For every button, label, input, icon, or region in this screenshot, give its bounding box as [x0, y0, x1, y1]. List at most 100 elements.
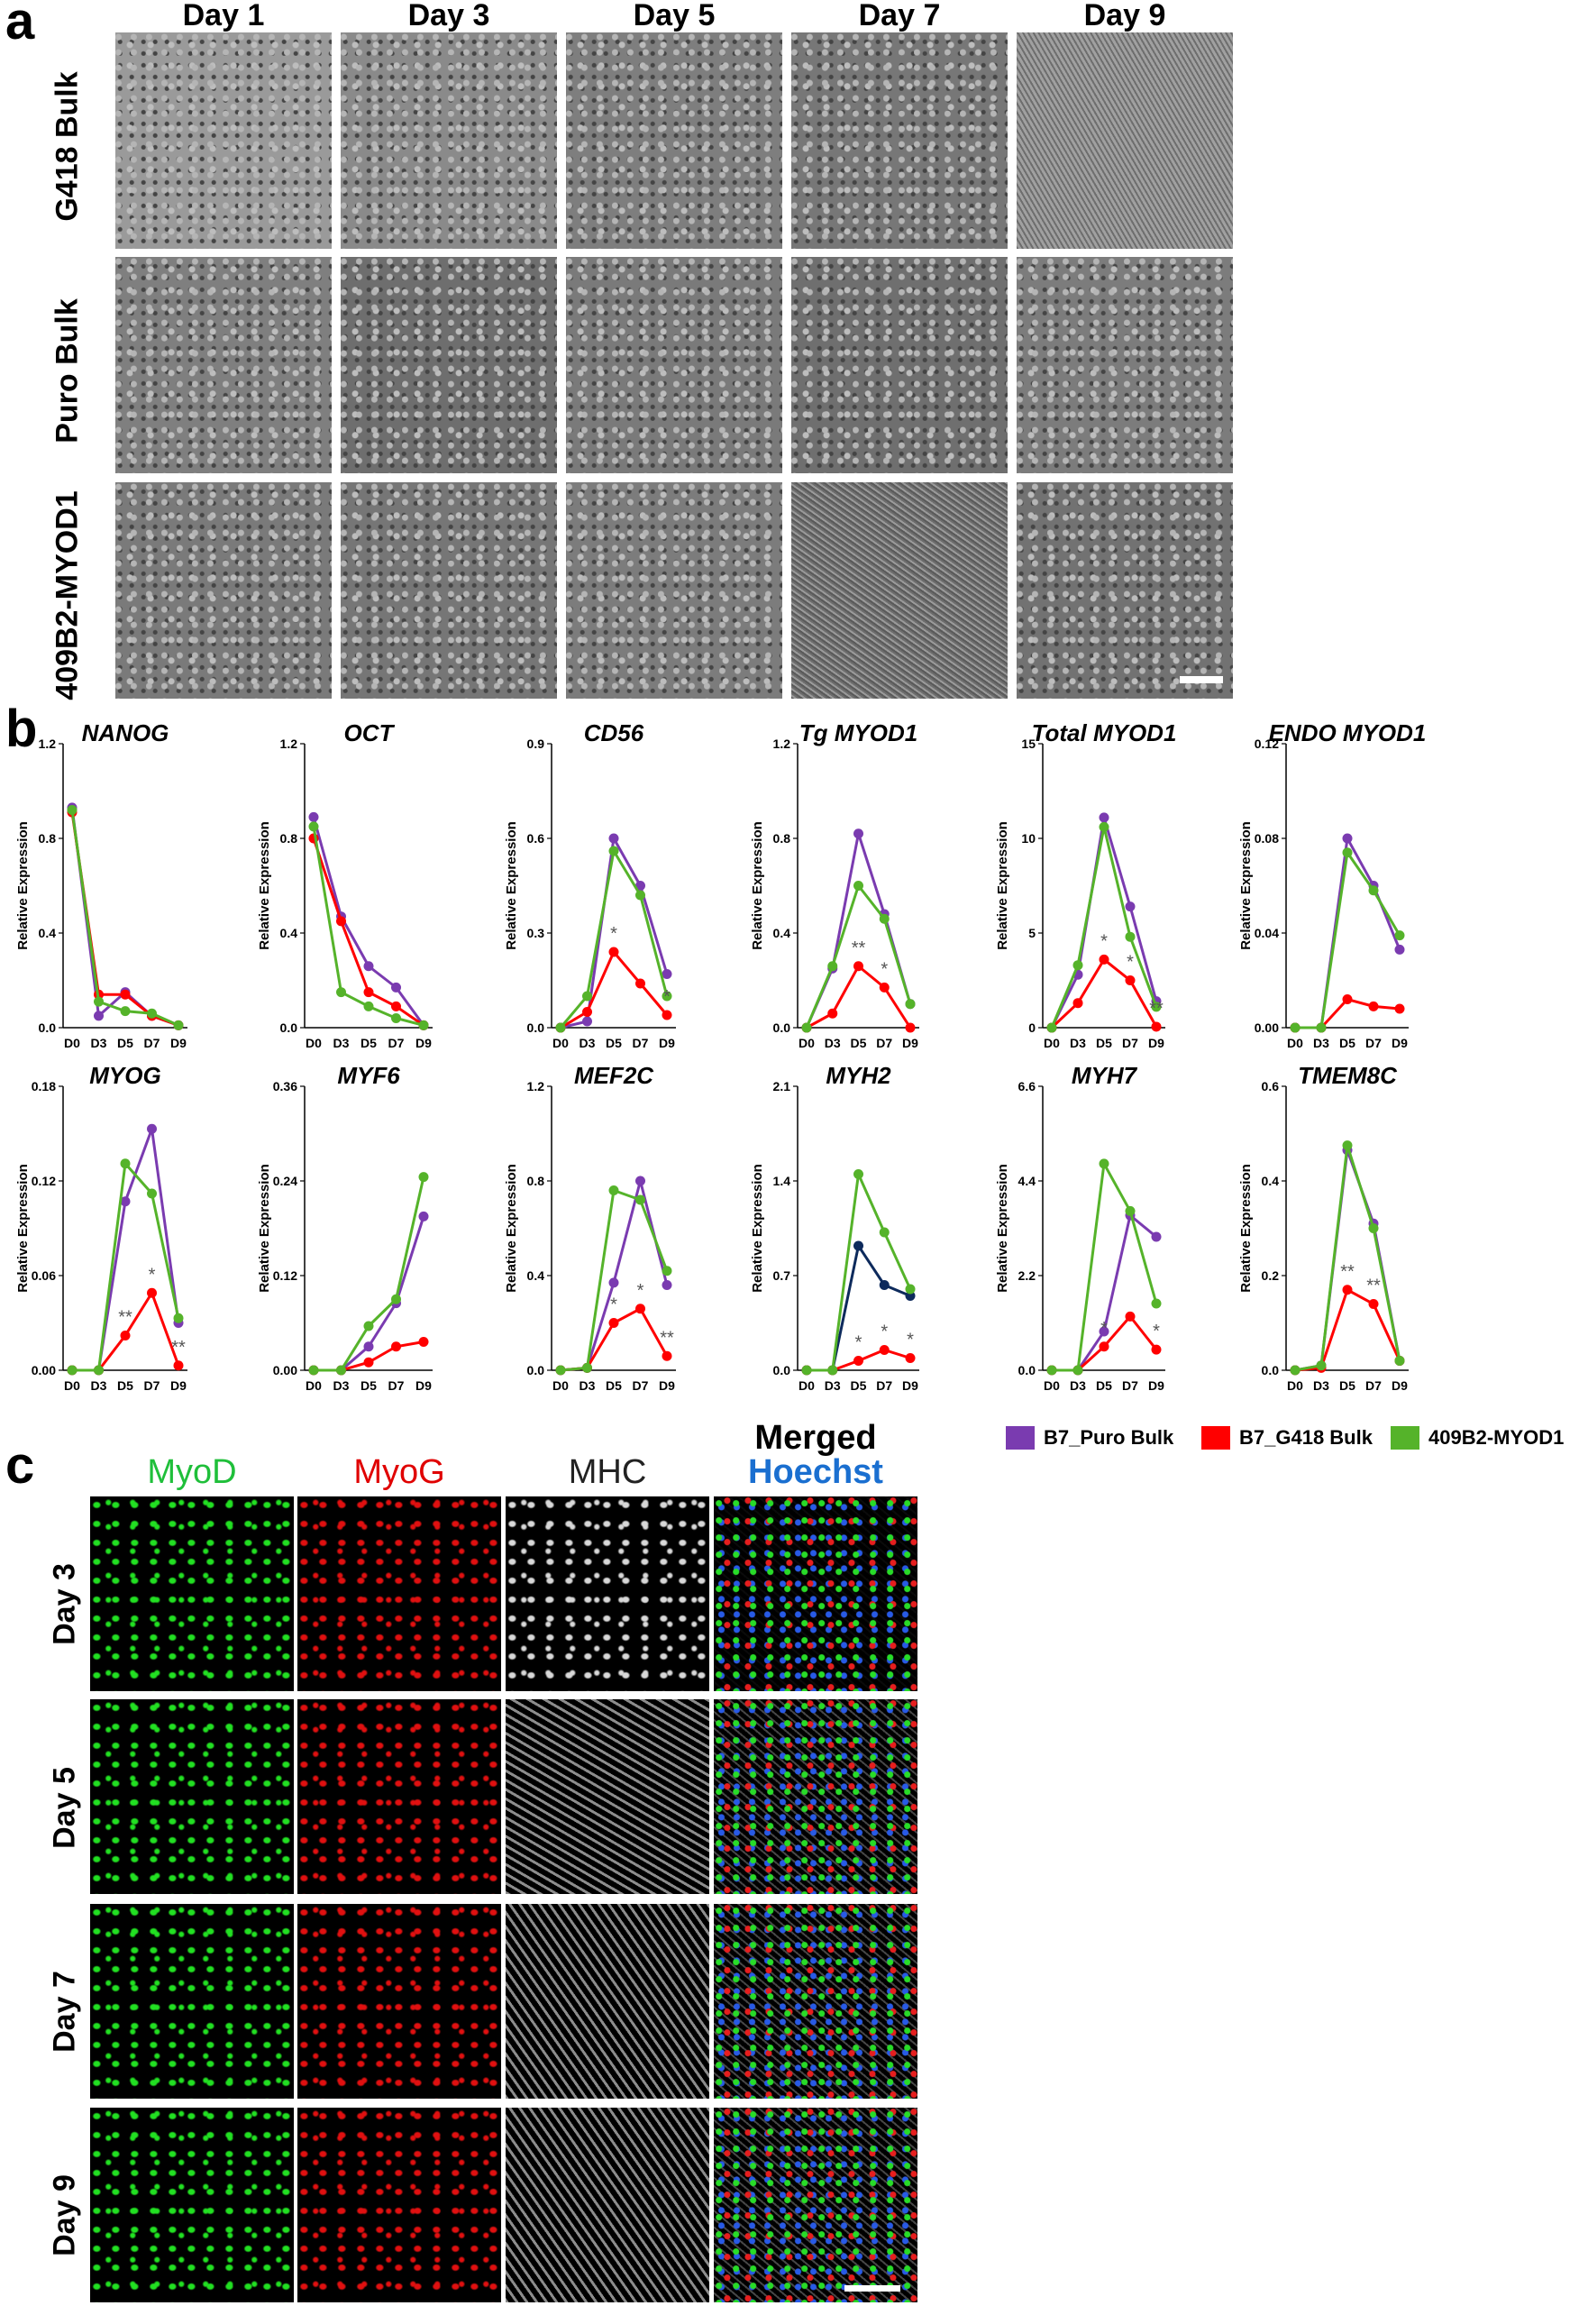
- x-tick-label: D7: [1365, 1036, 1382, 1050]
- fluorescence-image: [297, 2108, 501, 2302]
- x-tick-label: D0: [1044, 1036, 1060, 1050]
- significance-marker: *: [1153, 1322, 1160, 1341]
- channel-header-merged: Merged: [754, 1419, 877, 1457]
- data-point: [418, 1337, 429, 1347]
- series-line: [1294, 1149, 1401, 1372]
- data-point: [582, 991, 592, 1002]
- scale-bar: [1180, 676, 1223, 683]
- data-point: [662, 1010, 672, 1020]
- data-point: [879, 913, 890, 924]
- data-point: [391, 1013, 401, 1023]
- series-line: [805, 833, 912, 1029]
- data-point: [147, 1188, 157, 1199]
- y-axis-label: Relative Expression: [995, 821, 1010, 950]
- data-point: [1394, 1003, 1405, 1014]
- y-tick-label: 0.18: [32, 1079, 56, 1093]
- x-tick-label: D9: [415, 1378, 432, 1393]
- chart-tg-myod1: Tg MYOD1 Relative Expression 0.0 0.4 0.8 1.2 D…: [750, 719, 919, 1050]
- data-point: [94, 1011, 104, 1021]
- panel-label-b: b: [5, 700, 38, 758]
- chart-oct: OCT Relative Expression 0.0 0.4 0.8 1.2 D0 D3 D5…: [257, 719, 433, 1050]
- data-point: [853, 1240, 863, 1251]
- y-tick-label: 0.8: [39, 831, 57, 846]
- data-point: [363, 1357, 374, 1368]
- x-tick-label: D5: [1339, 1378, 1355, 1393]
- x-tick-label: D0: [1044, 1378, 1060, 1393]
- y-tick-label: 1.2: [773, 737, 791, 751]
- fluorescence-image: [297, 1496, 501, 1691]
- data-point: [363, 1341, 374, 1352]
- x-tick-label: D0: [64, 1036, 80, 1050]
- brightfield-image: [341, 32, 557, 249]
- significance-marker: **: [660, 1328, 674, 1348]
- data-point: [662, 969, 672, 979]
- data-point: [879, 1280, 890, 1290]
- x-tick-label: D3: [1070, 1036, 1086, 1050]
- y-tick-label: 2.1: [773, 1079, 791, 1093]
- legend-item-g418: B7_G418 Bulk: [1201, 1426, 1373, 1450]
- data-point: [1099, 1158, 1109, 1169]
- data-point: [308, 1365, 319, 1376]
- data-point: [1394, 1356, 1405, 1366]
- data-point: [853, 1169, 863, 1179]
- data-point: [120, 989, 131, 1000]
- significance-marker: **: [118, 1308, 132, 1328]
- y-tick-label: 0.00: [32, 1363, 56, 1377]
- x-tick-label: D9: [902, 1378, 918, 1393]
- fluor-row-label-day9: Day 9: [47, 2174, 82, 2256]
- data-point: [147, 1008, 157, 1019]
- channel-header-mhc: MHC: [568, 1453, 647, 1491]
- data-point: [827, 1365, 838, 1376]
- legend-item-myod1: 409B2-MYOD1: [1391, 1426, 1564, 1450]
- data-point: [879, 982, 890, 993]
- data-point: [336, 1365, 346, 1376]
- fluor-row-label-day5: Day 5: [47, 1767, 82, 1849]
- y-tick-label: 0.7: [773, 1268, 791, 1283]
- data-point: [905, 1353, 916, 1363]
- data-point: [363, 1001, 374, 1011]
- y-tick-label: 0.4: [39, 926, 57, 940]
- data-point: [147, 1287, 157, 1298]
- y-axis-label: Relative Expression: [257, 821, 272, 950]
- data-point: [1099, 821, 1109, 832]
- x-tick-label: D0: [306, 1036, 322, 1050]
- brightfield-image: [791, 482, 1008, 699]
- chart-title: MYH7: [1072, 1062, 1138, 1089]
- y-tick-label: 1.2: [527, 1079, 545, 1093]
- y-tick-label: 0.12: [273, 1268, 297, 1283]
- data-point: [1342, 1285, 1353, 1295]
- significance-marker: *: [855, 1333, 862, 1353]
- channel-header-myog: MyoG: [353, 1453, 445, 1491]
- x-tick-label: D9: [415, 1036, 432, 1050]
- data-point: [120, 1006, 131, 1017]
- data-point: [635, 1194, 645, 1205]
- x-tick-label: D0: [306, 1378, 322, 1393]
- data-point: [418, 1020, 429, 1030]
- data-point: [905, 1284, 916, 1295]
- series-line: [314, 1176, 425, 1372]
- data-point: [363, 987, 374, 998]
- y-tick-label: 1.4: [773, 1174, 791, 1188]
- data-point: [801, 1365, 812, 1376]
- data-point: [1099, 1341, 1109, 1352]
- x-tick-label: D5: [360, 1036, 377, 1050]
- data-point: [1290, 1022, 1301, 1033]
- data-point: [635, 881, 645, 891]
- y-axis-label: Relative Expression: [995, 1164, 1010, 1293]
- y-tick-label: 0.0: [39, 1020, 57, 1035]
- day-header-3: Day 3: [407, 0, 490, 32]
- data-point: [1072, 960, 1083, 971]
- x-tick-label: D5: [1096, 1036, 1112, 1050]
- day-header-7: Day 7: [858, 0, 941, 32]
- data-point: [120, 1196, 131, 1207]
- chart-myf6: MYF6 Relative Expression 0.00 0.12 0.24 0.36 D…: [257, 1062, 433, 1393]
- brightfield-image: [115, 257, 332, 473]
- fluorescence-image: [506, 2108, 709, 2302]
- brightfield-image: [115, 482, 332, 699]
- significance-marker: **: [852, 938, 866, 958]
- data-point: [1316, 1022, 1327, 1033]
- data-point: [120, 1331, 131, 1340]
- data-point: [608, 1277, 619, 1288]
- y-tick-label: 0.4: [280, 926, 298, 940]
